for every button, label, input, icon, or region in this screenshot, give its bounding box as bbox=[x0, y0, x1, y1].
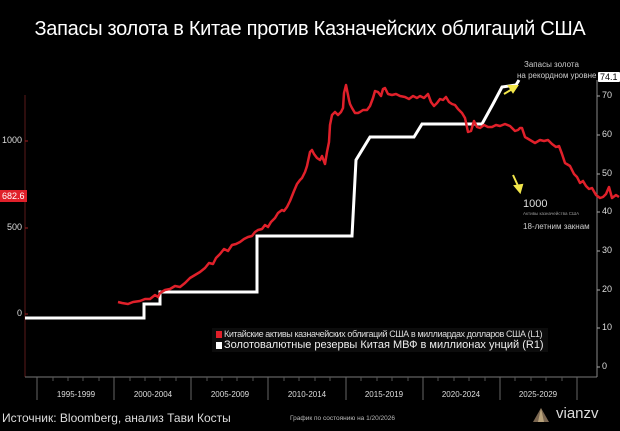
annotation-gold-line2: на рекордном уровне bbox=[517, 71, 597, 80]
right-axis-tick-60: 60 bbox=[602, 129, 613, 139]
annotation-arrows bbox=[503, 85, 524, 195]
x-category: 2010-2014 bbox=[287, 390, 327, 399]
source-note: Источник: Bloomberg, анализ Тави Косты bbox=[2, 411, 231, 425]
legend-item-treasury: Китайские активы казначейских облигаций … bbox=[216, 329, 544, 339]
left-axis-tick-0: 0 bbox=[16, 308, 22, 318]
legend-swatch-white bbox=[216, 341, 222, 349]
right-axis-tick-20: 20 bbox=[602, 284, 613, 294]
legend-label-treasury: Китайские активы казначейских облигаций … bbox=[224, 329, 543, 339]
left-axis-tick-500: 500 bbox=[6, 222, 22, 232]
brand-logo: vianzv bbox=[556, 405, 599, 422]
annotation-treasury-line2: 18-летним закнам bbox=[523, 222, 590, 231]
right-axis-tick-0: 0 bbox=[602, 361, 608, 371]
right-axis-tick-70: 70 bbox=[602, 90, 613, 100]
x-category: 2020-2024 bbox=[441, 390, 481, 399]
right-axis-tick-50: 50 bbox=[602, 168, 613, 178]
logo-triangle-icon bbox=[532, 407, 550, 428]
x-category: 2005-2009 bbox=[210, 390, 250, 399]
x-category: 2015-2019 bbox=[364, 390, 404, 399]
annotation-gold-line1: Запасы золота bbox=[524, 60, 579, 69]
x-category-separators bbox=[36, 377, 578, 400]
legend-swatch-red bbox=[216, 331, 222, 339]
treasury-holdings-line bbox=[117, 83, 620, 306]
left-axis-tick-1000: 1000 bbox=[1, 135, 22, 145]
x-category: 2000-2004 bbox=[133, 390, 173, 399]
x-category: 1995-1999 bbox=[56, 390, 96, 399]
right-axis-tick-30: 30 bbox=[602, 245, 613, 255]
x-category: 2025-2029 bbox=[518, 390, 558, 399]
right-axis-tick-40: 40 bbox=[602, 206, 613, 216]
legend-item-gold: Золотовалютные резервы Китая МВФ в милли… bbox=[216, 339, 544, 351]
annotation-treasury-value: 1000 bbox=[523, 198, 548, 210]
gold-reserves-line bbox=[25, 79, 521, 320]
chart-legend: Китайские активы казначейских облигаций … bbox=[212, 328, 548, 352]
left-axis-current-value: 682.6 bbox=[0, 190, 27, 202]
legend-label-gold: Золотовалютные резервы Китая МВФ в милли… bbox=[224, 339, 544, 351]
chart-title: Запасы золота в Китае против Казначейски… bbox=[34, 18, 586, 40]
chart-date-note: График по состоянию на 1/20/2026 bbox=[290, 415, 396, 422]
right-axis-current-value: 74.1 bbox=[598, 72, 620, 82]
annotation-treasury-small: Активы казначейства США bbox=[523, 211, 580, 216]
right-axis-tick-10: 10 bbox=[602, 322, 613, 332]
